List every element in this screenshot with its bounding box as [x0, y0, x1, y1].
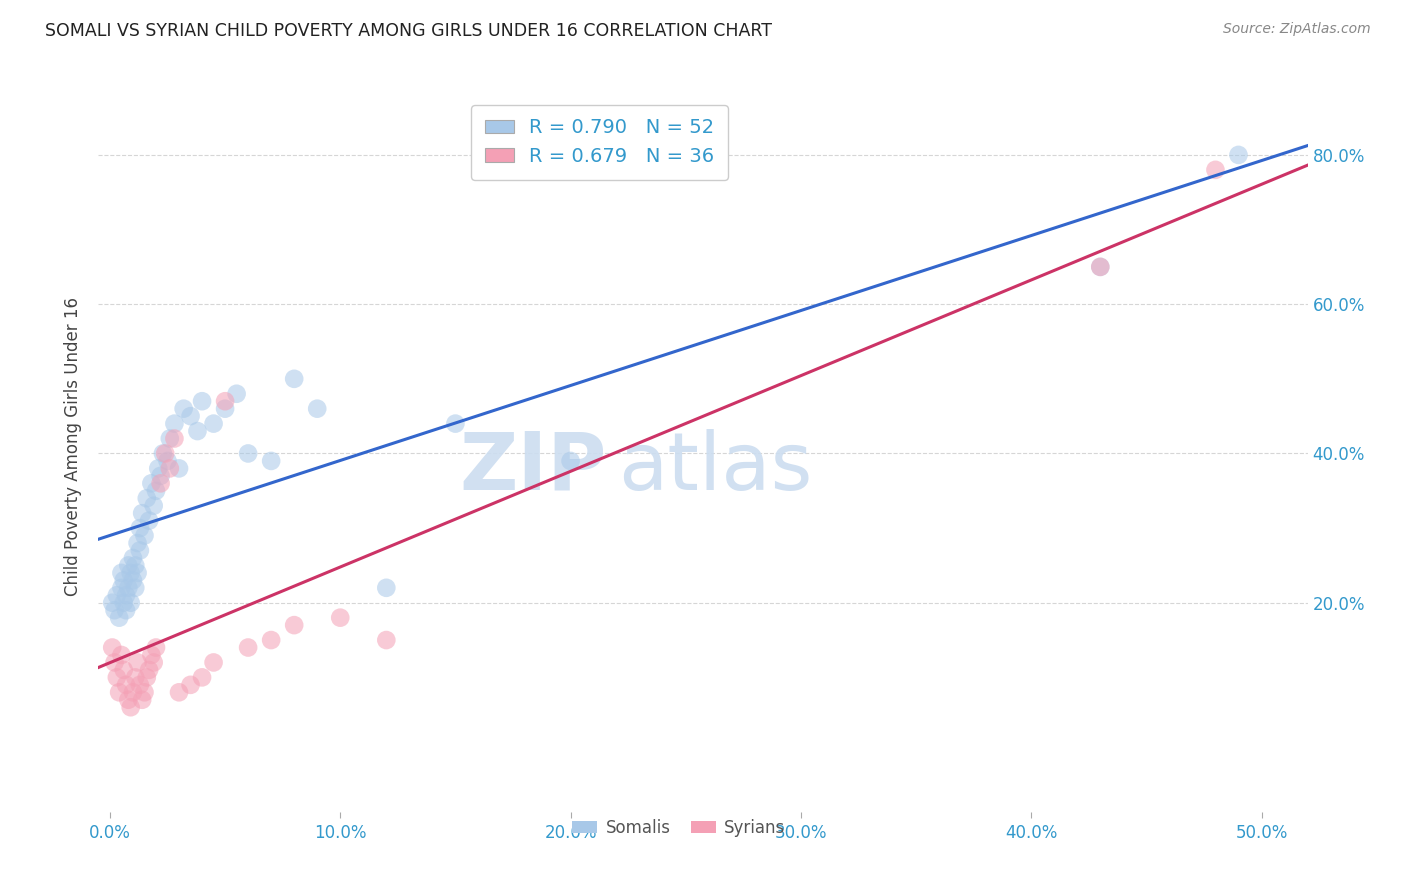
Point — [180, 678, 202, 692]
Text: ZIP: ZIP — [458, 429, 606, 507]
Point — [120, 596, 142, 610]
Point — [163, 432, 186, 446]
Point — [128, 543, 150, 558]
Point — [117, 581, 139, 595]
Point — [128, 521, 150, 535]
Point — [135, 670, 157, 684]
Point — [444, 417, 467, 431]
Point — [124, 670, 146, 684]
Point — [120, 700, 142, 714]
Point — [124, 558, 146, 573]
Point — [141, 476, 163, 491]
Point — [122, 574, 145, 588]
Point — [159, 461, 181, 475]
Point — [115, 603, 138, 617]
Point — [236, 446, 259, 460]
Point — [108, 685, 131, 699]
Point — [149, 468, 172, 483]
Point — [375, 633, 398, 648]
Point — [1204, 162, 1226, 177]
Legend: Somalis, Syrians: Somalis, Syrians — [565, 813, 792, 844]
Point — [134, 528, 156, 542]
Point — [110, 581, 132, 595]
Point — [127, 566, 149, 580]
Text: atlas: atlas — [619, 429, 813, 507]
Point — [128, 678, 150, 692]
Point — [124, 581, 146, 595]
Point — [191, 394, 214, 409]
Point — [202, 417, 225, 431]
Point — [180, 409, 202, 424]
Point — [112, 574, 135, 588]
Point — [152, 446, 174, 460]
Point — [202, 656, 225, 670]
Point — [138, 514, 160, 528]
Point — [260, 633, 283, 648]
Point — [155, 446, 177, 460]
Point — [145, 483, 167, 498]
Point — [173, 401, 195, 416]
Point — [159, 432, 181, 446]
Point — [225, 386, 247, 401]
Point — [127, 536, 149, 550]
Point — [167, 461, 190, 475]
Point — [108, 610, 131, 624]
Point — [117, 558, 139, 573]
Point — [260, 454, 283, 468]
Point — [142, 499, 165, 513]
Point — [101, 640, 124, 655]
Point — [1090, 260, 1112, 274]
Point — [127, 656, 149, 670]
Point — [186, 424, 208, 438]
Point — [214, 394, 236, 409]
Point — [283, 372, 305, 386]
Point — [560, 454, 582, 468]
Point — [214, 401, 236, 416]
Point — [115, 588, 138, 602]
Point — [101, 596, 124, 610]
Point — [191, 670, 214, 684]
Y-axis label: Child Poverty Among Girls Under 16: Child Poverty Among Girls Under 16 — [65, 296, 83, 596]
Point — [105, 588, 128, 602]
Point — [105, 670, 128, 684]
Point — [138, 663, 160, 677]
Point — [375, 581, 398, 595]
Point — [122, 685, 145, 699]
Point — [112, 596, 135, 610]
Text: Source: ZipAtlas.com: Source: ZipAtlas.com — [1223, 22, 1371, 37]
Point — [110, 648, 132, 662]
Point — [142, 656, 165, 670]
Point — [156, 454, 179, 468]
Point — [120, 566, 142, 580]
Point — [110, 566, 132, 580]
Text: SOMALI VS SYRIAN CHILD POVERTY AMONG GIRLS UNDER 16 CORRELATION CHART: SOMALI VS SYRIAN CHILD POVERTY AMONG GIR… — [45, 22, 772, 40]
Point — [236, 640, 259, 655]
Point — [103, 603, 125, 617]
Point — [167, 685, 190, 699]
Point — [115, 678, 138, 692]
Point — [163, 417, 186, 431]
Point — [148, 461, 170, 475]
Point — [103, 656, 125, 670]
Point — [112, 663, 135, 677]
Point — [283, 618, 305, 632]
Point — [131, 506, 153, 520]
Point — [117, 692, 139, 706]
Point — [122, 551, 145, 566]
Point — [141, 648, 163, 662]
Point — [329, 610, 352, 624]
Point — [135, 491, 157, 506]
Point — [149, 476, 172, 491]
Point — [134, 685, 156, 699]
Point — [145, 640, 167, 655]
Point — [1227, 148, 1250, 162]
Point — [1090, 260, 1112, 274]
Point — [131, 692, 153, 706]
Point — [307, 401, 329, 416]
